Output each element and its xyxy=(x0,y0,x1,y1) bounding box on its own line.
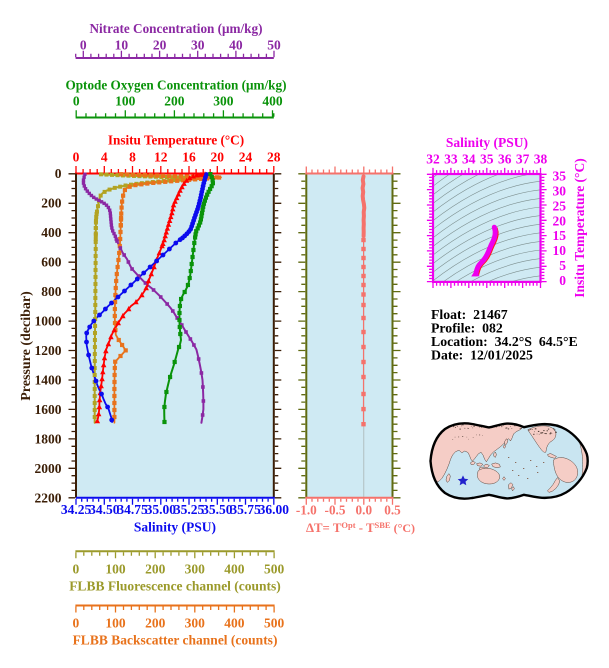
svg-text:0: 0 xyxy=(73,150,80,165)
svg-text:24: 24 xyxy=(239,150,253,165)
svg-text:800: 800 xyxy=(41,284,62,299)
svg-text:16: 16 xyxy=(182,150,196,165)
svg-text:ΔT= TOpt - TSBE (°C): ΔT= TOpt - TSBE (°C) xyxy=(306,520,415,535)
svg-text:0: 0 xyxy=(55,166,62,181)
svg-text:40: 40 xyxy=(229,38,243,53)
svg-text:100: 100 xyxy=(105,562,126,577)
svg-text:200: 200 xyxy=(41,196,62,211)
svg-text:100: 100 xyxy=(105,616,126,631)
svg-text:Insitu Temperature (°C): Insitu Temperature (°C) xyxy=(572,158,587,297)
svg-text:20: 20 xyxy=(553,213,567,228)
svg-text:Date: 12/01/2025: Date: 12/01/2025 xyxy=(431,348,533,363)
svg-text:35.00: 35.00 xyxy=(146,502,177,517)
svg-text:400: 400 xyxy=(224,562,245,577)
svg-text:36: 36 xyxy=(498,152,512,167)
svg-text:Salinity (PSU): Salinity (PSU) xyxy=(446,135,528,150)
svg-text:0: 0 xyxy=(73,94,80,109)
svg-text:33: 33 xyxy=(444,152,458,167)
svg-text:35.75: 35.75 xyxy=(230,502,261,517)
svg-text:300: 300 xyxy=(213,94,234,109)
svg-text:400: 400 xyxy=(41,225,62,240)
svg-text:2200: 2200 xyxy=(35,490,62,505)
svg-text:8: 8 xyxy=(129,150,136,165)
svg-text:1200: 1200 xyxy=(35,343,62,358)
svg-text:20: 20 xyxy=(153,38,167,53)
svg-text:35.50: 35.50 xyxy=(202,502,233,517)
svg-text:30: 30 xyxy=(553,183,567,198)
svg-text:-1.0: -1.0 xyxy=(296,503,317,518)
svg-text:34.75: 34.75 xyxy=(117,502,148,517)
svg-text:600: 600 xyxy=(41,254,62,269)
svg-text:0.0: 0.0 xyxy=(356,503,373,518)
svg-text:1400: 1400 xyxy=(35,372,62,387)
svg-text:400: 400 xyxy=(224,616,245,631)
svg-text:38: 38 xyxy=(534,152,548,167)
svg-text:5: 5 xyxy=(559,258,566,273)
svg-text:2000: 2000 xyxy=(35,461,62,476)
svg-text:12: 12 xyxy=(154,150,168,165)
svg-text:Salinity (PSU): Salinity (PSU) xyxy=(134,520,216,535)
svg-text:4: 4 xyxy=(101,150,108,165)
svg-text:36.00: 36.00 xyxy=(259,502,290,517)
svg-text:1600: 1600 xyxy=(35,402,62,417)
svg-text:0: 0 xyxy=(73,616,80,631)
svg-text:28: 28 xyxy=(267,150,281,165)
svg-text:0: 0 xyxy=(80,38,87,53)
svg-text:300: 300 xyxy=(185,562,206,577)
svg-text:Optode Oxygen Concentration (μ: Optode Oxygen Concentration (μm/kg) xyxy=(65,78,286,93)
svg-text:37: 37 xyxy=(516,152,530,167)
svg-text:Profile: 082: Profile: 082 xyxy=(431,321,503,336)
svg-text:34.50: 34.50 xyxy=(89,502,120,517)
svg-text:25: 25 xyxy=(553,198,567,213)
svg-text:500: 500 xyxy=(264,616,285,631)
svg-text:Insitu Temperature (°C): Insitu Temperature (°C) xyxy=(108,133,244,148)
svg-text:500: 500 xyxy=(264,562,285,577)
svg-text:0: 0 xyxy=(559,273,566,288)
svg-text:50: 50 xyxy=(267,38,281,53)
svg-text:400: 400 xyxy=(262,94,283,109)
svg-text:15: 15 xyxy=(553,228,567,243)
svg-text:200: 200 xyxy=(145,562,166,577)
svg-text:35: 35 xyxy=(480,152,494,167)
svg-text:20: 20 xyxy=(211,150,225,165)
svg-text:Nitrate Concentration (μm/kg): Nitrate Concentration (μm/kg) xyxy=(89,21,262,36)
svg-text:Location: 34.2°S 64.5°E: Location: 34.2°S 64.5°E xyxy=(431,334,578,349)
svg-text:200: 200 xyxy=(164,94,185,109)
svg-text:100: 100 xyxy=(115,94,136,109)
svg-text:35: 35 xyxy=(553,168,567,183)
svg-text:0.5: 0.5 xyxy=(384,503,401,518)
svg-text:1000: 1000 xyxy=(35,313,62,328)
svg-text:35.25: 35.25 xyxy=(174,502,205,517)
svg-text:Float: 21467: Float: 21467 xyxy=(431,307,508,322)
svg-text:32: 32 xyxy=(426,152,440,167)
svg-text:FLBB Backscatter channel (coun: FLBB Backscatter channel (counts) xyxy=(73,633,278,648)
svg-text:30: 30 xyxy=(191,38,205,53)
svg-text:FLBB Fluorescence channel (cou: FLBB Fluorescence channel (counts) xyxy=(69,579,281,594)
svg-text:1800: 1800 xyxy=(35,431,62,446)
svg-text:34: 34 xyxy=(462,152,476,167)
svg-text:10: 10 xyxy=(115,38,129,53)
svg-text:300: 300 xyxy=(185,616,206,631)
svg-text:34.25: 34.25 xyxy=(61,502,92,517)
svg-text:Pressure (decibar): Pressure (decibar) xyxy=(19,291,34,401)
svg-text:0: 0 xyxy=(73,562,80,577)
svg-text:10: 10 xyxy=(553,243,567,258)
svg-text:200: 200 xyxy=(145,616,166,631)
svg-text:-0.5: -0.5 xyxy=(325,503,346,518)
